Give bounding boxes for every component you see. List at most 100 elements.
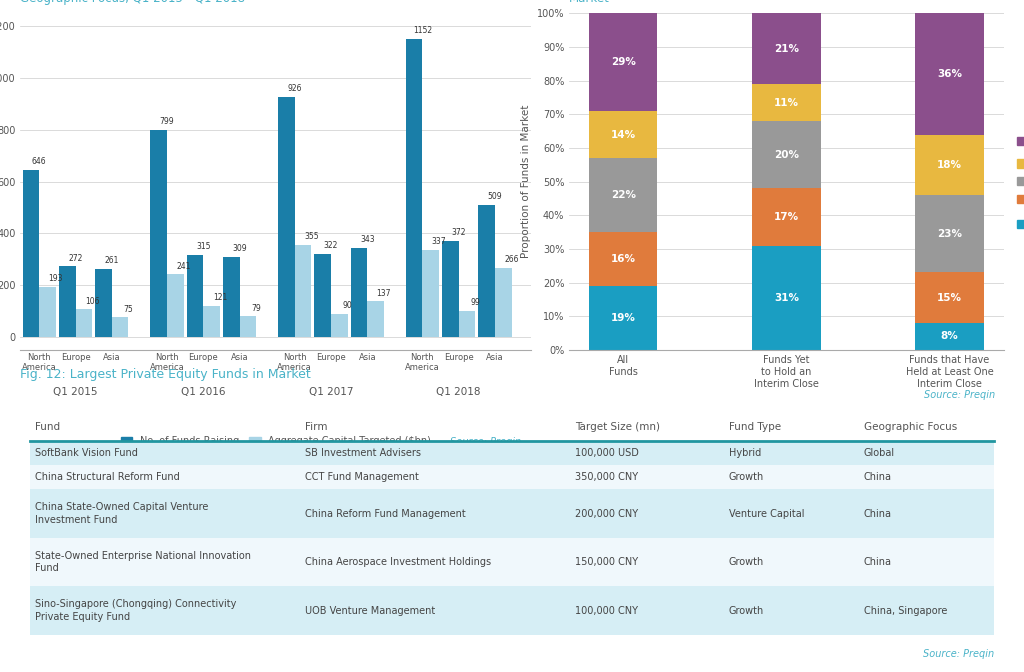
- Bar: [589, 232, 657, 286]
- Bar: [23, 170, 39, 337]
- Text: 337: 337: [432, 237, 446, 246]
- Text: 322: 322: [324, 241, 338, 250]
- Text: 121: 121: [213, 292, 227, 302]
- Text: 20%: 20%: [774, 150, 799, 160]
- Text: 150,000 CNY: 150,000 CNY: [574, 557, 638, 567]
- Bar: [589, 158, 657, 232]
- Text: 241: 241: [176, 261, 190, 271]
- Bar: [59, 267, 76, 337]
- Text: 193: 193: [48, 274, 63, 283]
- Bar: [203, 306, 220, 337]
- Text: 1152: 1152: [413, 26, 432, 35]
- Bar: [186, 255, 203, 337]
- Bar: [915, 195, 984, 272]
- Bar: [406, 39, 422, 337]
- Text: 23%: 23%: [937, 228, 962, 239]
- Text: 315: 315: [196, 243, 211, 251]
- FancyBboxPatch shape: [31, 489, 993, 538]
- Text: 90: 90: [343, 300, 352, 310]
- Text: 266: 266: [505, 255, 519, 264]
- Text: 509: 509: [487, 192, 503, 202]
- Text: 22%: 22%: [610, 190, 636, 200]
- Bar: [279, 97, 295, 337]
- FancyBboxPatch shape: [31, 465, 993, 489]
- Text: China: China: [863, 509, 892, 519]
- Bar: [495, 268, 512, 337]
- Bar: [223, 257, 240, 337]
- Text: Target Size (mn): Target Size (mn): [574, 422, 659, 432]
- Text: Fund Type: Fund Type: [729, 422, 781, 432]
- Bar: [95, 269, 112, 337]
- Text: China Aerospace Investment Holdings: China Aerospace Investment Holdings: [305, 557, 492, 567]
- Text: 31%: 31%: [774, 292, 799, 302]
- Text: 106: 106: [85, 296, 99, 306]
- Text: SoftBank Vision Fund: SoftBank Vision Fund: [35, 448, 138, 458]
- Bar: [915, 323, 984, 349]
- Bar: [350, 248, 368, 337]
- Text: 100,000 USD: 100,000 USD: [574, 448, 639, 458]
- Text: 261: 261: [104, 257, 119, 265]
- Text: 18%: 18%: [937, 160, 962, 170]
- Text: Q1 2017: Q1 2017: [309, 387, 353, 397]
- Text: 272: 272: [69, 253, 83, 263]
- Text: 372: 372: [452, 228, 466, 237]
- Text: Growth: Growth: [729, 472, 764, 482]
- Bar: [752, 245, 820, 349]
- Bar: [459, 311, 475, 337]
- Text: 15%: 15%: [937, 292, 962, 302]
- Bar: [151, 130, 167, 337]
- Text: Fig. 12: Largest Private Equity Funds in Market: Fig. 12: Largest Private Equity Funds in…: [20, 368, 311, 381]
- Text: Fund: Fund: [35, 422, 60, 432]
- Text: 646: 646: [32, 157, 46, 166]
- Bar: [295, 245, 311, 337]
- FancyBboxPatch shape: [31, 538, 993, 587]
- Text: Global: Global: [863, 448, 895, 458]
- Bar: [240, 317, 256, 337]
- FancyBboxPatch shape: [31, 587, 993, 635]
- Text: China: China: [863, 557, 892, 567]
- Text: China: China: [863, 472, 892, 482]
- Legend: No. of Funds Raising, Aggregate Capital Targeted ($bn): No. of Funds Raising, Aggregate Capital …: [121, 436, 431, 446]
- Text: Growth: Growth: [729, 605, 764, 616]
- Text: Firm: Firm: [305, 422, 328, 432]
- Text: 11%: 11%: [774, 97, 799, 108]
- Bar: [752, 84, 820, 121]
- Text: State-Owned Enterprise National Innovation
Fund: State-Owned Enterprise National Innovati…: [35, 551, 251, 573]
- Text: 350,000 CNY: 350,000 CNY: [574, 472, 638, 482]
- Legend: More than
24 Months, 19-24 Months, 13-18 Months, 7-12 Months, 6 Months or
Less: More than 24 Months, 19-24 Months, 13-18…: [1017, 130, 1024, 234]
- Bar: [422, 250, 439, 337]
- Bar: [314, 253, 331, 337]
- Bar: [76, 309, 92, 337]
- Text: 19%: 19%: [610, 313, 636, 323]
- Text: China Structural Reform Fund: China Structural Reform Fund: [35, 472, 180, 482]
- Bar: [589, 286, 657, 349]
- Bar: [752, 13, 820, 84]
- Text: 75: 75: [124, 304, 133, 314]
- Text: 14%: 14%: [610, 130, 636, 140]
- Text: 8%: 8%: [941, 331, 958, 341]
- Text: Source: Preqin: Source: Preqin: [923, 648, 993, 659]
- Bar: [112, 317, 128, 337]
- Text: 799: 799: [160, 117, 174, 126]
- Text: 137: 137: [377, 288, 391, 298]
- Text: Q1 2015: Q1 2015: [53, 387, 97, 397]
- Text: China Reform Fund Management: China Reform Fund Management: [305, 509, 466, 519]
- Bar: [915, 272, 984, 323]
- Text: China State-Owned Capital Venture
Investment Fund: China State-Owned Capital Venture Invest…: [35, 503, 209, 525]
- Bar: [368, 302, 384, 337]
- Text: 100,000 CNY: 100,000 CNY: [574, 605, 638, 616]
- Text: UOB Venture Management: UOB Venture Management: [305, 605, 435, 616]
- Text: 309: 309: [232, 244, 247, 253]
- Bar: [442, 241, 459, 337]
- Text: CCT Fund Management: CCT Fund Management: [305, 472, 419, 482]
- Text: 29%: 29%: [610, 57, 636, 67]
- Text: Fig. 11: Time Spent on the Road by Private Equity Funds in
Market: Fig. 11: Time Spent on the Road by Priva…: [569, 0, 915, 5]
- Text: SB Investment Advisers: SB Investment Advisers: [305, 448, 421, 458]
- Text: Venture Capital: Venture Capital: [729, 509, 805, 519]
- Text: Source: Preqin: Source: Preqin: [924, 390, 995, 400]
- Bar: [167, 274, 183, 337]
- Text: 17%: 17%: [774, 212, 799, 222]
- Bar: [589, 111, 657, 158]
- Bar: [915, 13, 984, 134]
- Text: Sino-Singapore (Chongqing) Connectivity
Private Equity Fund: Sino-Singapore (Chongqing) Connectivity …: [35, 599, 237, 622]
